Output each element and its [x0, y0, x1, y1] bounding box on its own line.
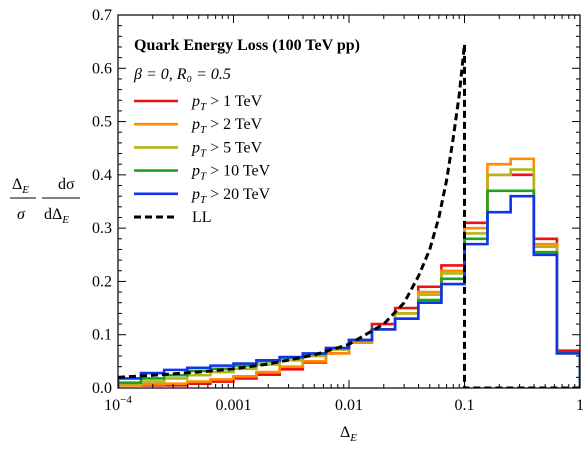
legend-label: pT > 5 TeV	[191, 139, 263, 159]
x-tick-label: 10−4	[104, 394, 132, 414]
y-tick-label: 0.4	[92, 167, 112, 184]
y-label-num2: dσ	[58, 176, 75, 193]
y-label-den2: dΔE	[44, 206, 69, 226]
series-line-1	[118, 157, 580, 388]
x-axis-label: ΔE	[340, 424, 357, 444]
legend-label: pT > 2 TeV	[191, 116, 263, 136]
y-tick-label: 0.5	[92, 114, 112, 131]
plot-area	[118, 44, 580, 388]
legend-label: pT > 1 TeV	[191, 93, 263, 113]
x-tick-label: 0.1	[455, 397, 475, 414]
series-line-3	[118, 189, 580, 388]
legend-label: pT > 20 TeV	[191, 186, 271, 206]
legend-label: LL	[192, 209, 212, 226]
y-axis-label: ΔE σ dσ dΔE	[10, 176, 80, 226]
y-tick-label: 0.7	[92, 7, 112, 24]
y-label-den1: σ	[17, 206, 26, 223]
y-tick-label: 0.2	[92, 273, 112, 290]
series-line-5	[118, 44, 580, 388]
y-tick-label: 0.6	[92, 60, 112, 77]
x-tick-label: 0.001	[216, 397, 252, 414]
y-tick-label: 0.1	[92, 327, 112, 344]
y-tick-label: 0.0	[92, 380, 112, 397]
axis-ticks: 10−4 0.001 0.01 0.1 1 0.0 0.1 0.2 0.3 0.4 0.5 0.6 0.…	[92, 7, 584, 414]
y-label-num1: ΔE	[12, 176, 29, 196]
legend: Quark Energy Loss (100 TeV pp) β = 0, R₀ …	[133, 37, 360, 226]
y-tick-label: 0.3	[92, 220, 112, 237]
legend-label: pT > 10 TeV	[191, 163, 271, 183]
series-line-4	[118, 194, 580, 388]
x-tick-label: 0.01	[335, 397, 363, 414]
legend-subtitle: β = 0, R₀ = 0.5	[133, 66, 231, 83]
legend-title: Quark Energy Loss (100 TeV pp)	[134, 37, 360, 54]
x-tick-label: 1	[576, 397, 584, 414]
